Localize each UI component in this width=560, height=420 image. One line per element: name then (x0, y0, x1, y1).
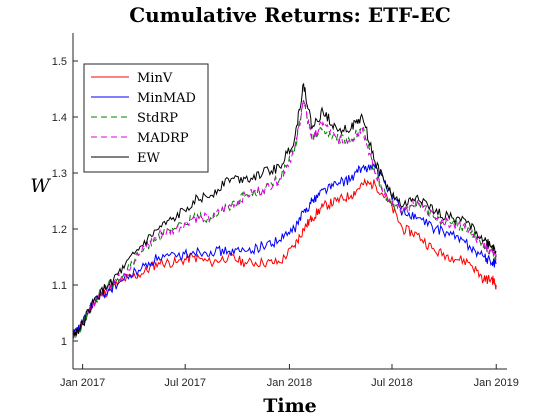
legend-label: MinMAD (137, 91, 196, 106)
series-line-ew (72, 83, 497, 336)
legend-label: MADRP (137, 131, 189, 146)
chart-title: Cumulative Returns: ETF-EC (129, 3, 451, 27)
y-tick-label: 1.3 (52, 168, 67, 180)
y-tick-label: 1.2 (52, 224, 67, 236)
y-axis-label: W (30, 175, 51, 197)
legend-label: EW (137, 151, 160, 166)
x-axis-label: Time (263, 395, 317, 417)
legend: MinV MinMAD StdRP MADRP EW (83, 63, 209, 173)
series-line-minmad (72, 162, 497, 336)
legend-label: MinV (137, 71, 173, 86)
y-tick-label: 1.1 (52, 280, 67, 292)
y-tick-label: 1.4 (52, 112, 67, 124)
plot-lines (72, 83, 497, 340)
x-tick-label: Jul 2018 (371, 377, 413, 389)
x-tick-labels: Jan 2017 Jul 2017 Jan 2018 Jul 2018 Jan 2019 (60, 377, 519, 389)
x-tick-label: Jan 2019 (474, 377, 519, 389)
x-tick-label: Jul 2017 (164, 377, 206, 389)
axes (72, 33, 507, 370)
legend-label: StdRP (137, 111, 178, 126)
legend-box (83, 63, 209, 173)
series-line-madrp (72, 98, 497, 338)
y-tick-label: 1.5 (52, 56, 67, 68)
y-tick-labels: 1 1.1 1.2 1.3 1.4 1.5 (52, 56, 67, 348)
x-tick-label: Jan 2018 (267, 377, 312, 389)
y-tick-label: 1 (61, 336, 67, 348)
series-line-minv (72, 177, 497, 337)
x-tick-label: Jan 2017 (60, 377, 105, 389)
